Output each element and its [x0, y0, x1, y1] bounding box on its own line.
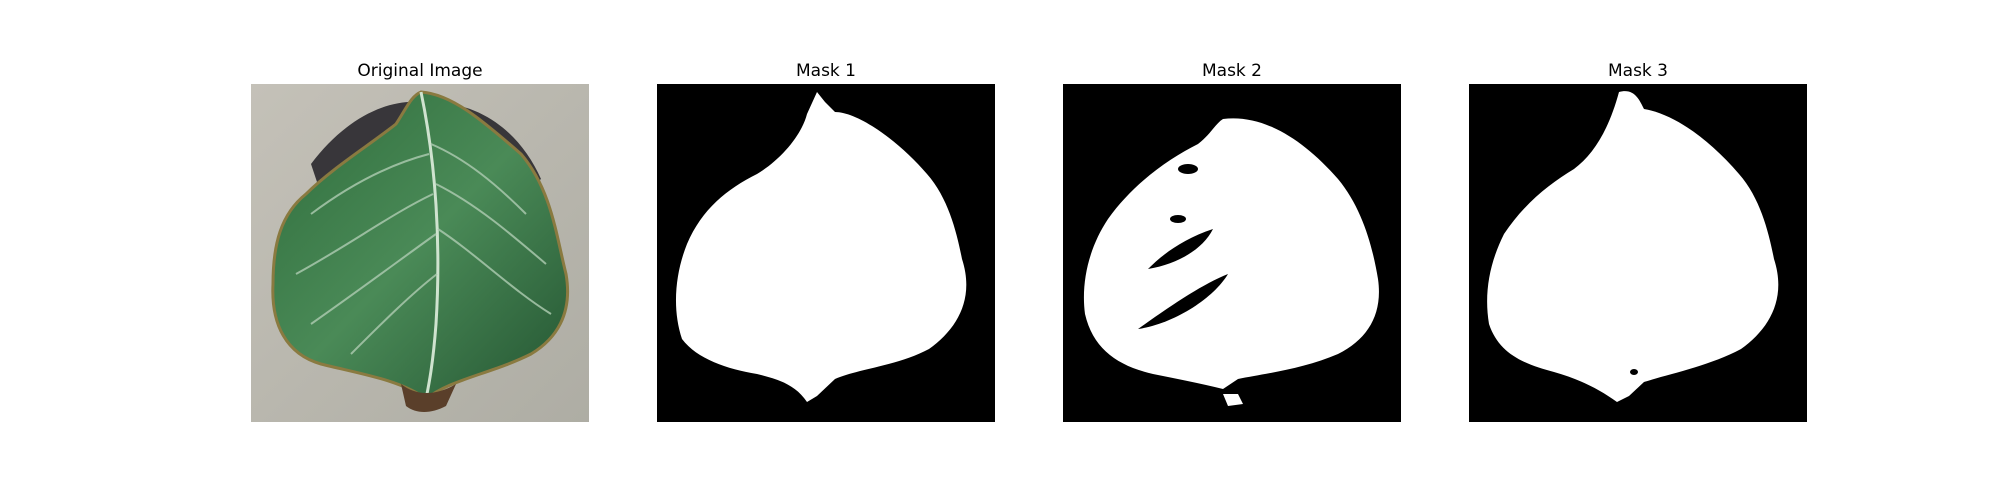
panel-title: Original Image — [357, 61, 483, 81]
mask-1-image — [657, 84, 995, 422]
mask-2-image — [1063, 84, 1401, 422]
panel-mask-2: Mask 2 — [1063, 58, 1401, 422]
leaf-petiole — [401, 384, 456, 412]
panel-title: Mask 2 — [1201, 61, 1262, 81]
leaf-side-veins — [295, 143, 552, 355]
leaf-midrib — [419, 91, 440, 400]
mask-fragment — [1223, 394, 1243, 406]
original-leaf-image — [251, 84, 589, 422]
panel-title: Mask 1 — [795, 61, 856, 81]
mask-3-image — [1469, 84, 1807, 422]
panel-original-image: Original Image — [251, 58, 589, 422]
mask-foreground — [1487, 91, 1779, 402]
panel-mask-3: Mask 3 — [1469, 58, 1807, 422]
mask-holes — [1630, 369, 1690, 376]
panel-title: Mask 3 — [1607, 61, 1668, 81]
mask-foreground — [675, 92, 967, 402]
mask-holes — [1138, 164, 1228, 329]
panel-mask-1: Mask 1 — [657, 58, 995, 422]
